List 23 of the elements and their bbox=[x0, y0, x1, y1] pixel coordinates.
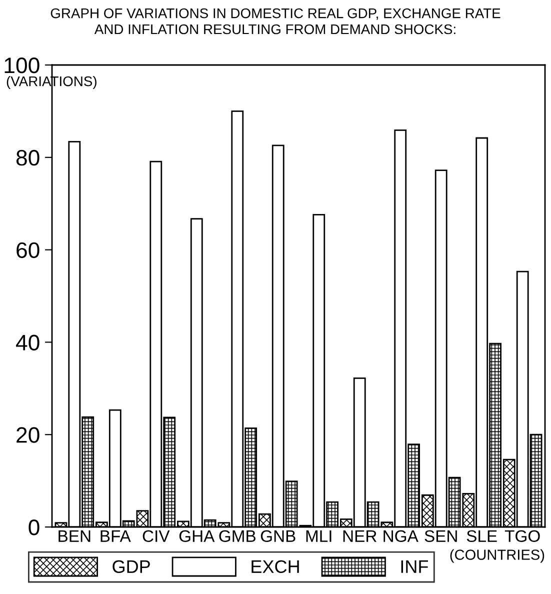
legend-label: INF bbox=[401, 560, 428, 573]
x-tick-label: GMB bbox=[219, 530, 256, 542]
x-tick-label: SEN bbox=[424, 530, 457, 542]
legend-label: GDP bbox=[112, 560, 150, 574]
x-tick-label: GNB bbox=[260, 530, 296, 542]
x-tick-label: MLI bbox=[306, 530, 332, 542]
x-axis-title: (COUNTRIES) bbox=[450, 549, 544, 563]
x-tick-label: BEN bbox=[58, 530, 90, 542]
y-tick-label: 0 bbox=[28, 520, 40, 536]
x-tick-label: NER bbox=[343, 530, 376, 542]
y-tick-label: 80 bbox=[16, 150, 40, 166]
y-tick-label: 60 bbox=[16, 242, 40, 258]
x-tick-label: NGA bbox=[384, 530, 418, 542]
x-tick-label: BFA bbox=[100, 530, 131, 542]
x-tick-label: GHA bbox=[179, 530, 215, 542]
x-tick-label: CIV bbox=[142, 530, 170, 542]
legend-label: EXCH bbox=[252, 560, 299, 574]
y-tick-label: 100 bbox=[4, 58, 40, 74]
x-tick-label: SLE bbox=[466, 530, 497, 542]
chart-title: GRAPH OF VARIATIONS IN DOMESTIC REAL GDP, EXCHANGE RATE AND INFLATION RESULTING FROM DEMAND SHOCKS: bbox=[50, 8, 500, 34]
x-tick-label: TGO bbox=[504, 530, 540, 542]
y-tick-label: 20 bbox=[16, 427, 40, 443]
y-tick-label: 40 bbox=[16, 334, 40, 350]
